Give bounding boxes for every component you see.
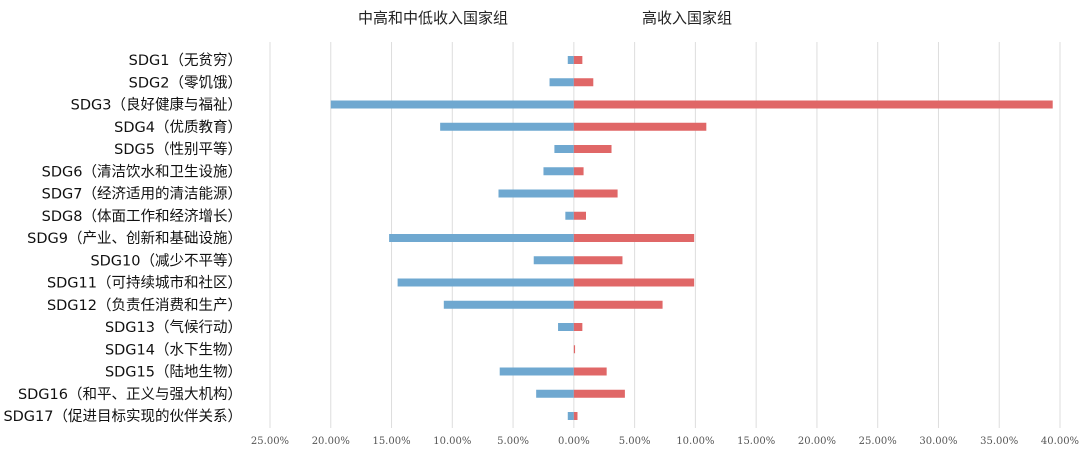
- left-group-bar: [499, 367, 574, 376]
- right-group-bar: [573, 78, 594, 87]
- category-label: SDG15（陆地生物）: [105, 364, 242, 381]
- x-tick-label: 25.00%: [251, 436, 289, 447]
- right-group-bar: [573, 189, 618, 198]
- left-group-bar: [558, 323, 574, 331]
- x-tick-label: 10.00%: [433, 436, 471, 447]
- x-tick-label: 5.00%: [497, 436, 529, 447]
- category-label: SDG5（性别平等）: [114, 140, 242, 158]
- x-tick-label: 0.00%: [558, 436, 590, 447]
- x-tick-label: 15.00%: [372, 436, 410, 447]
- category-label: SDG4（优质教育）: [114, 119, 242, 136]
- x-tick-label: 40.00%: [1041, 436, 1079, 447]
- left-group-bar: [536, 389, 574, 398]
- bars: [330, 56, 1053, 420]
- left-group-bar: [549, 78, 574, 87]
- x-tick-label: 20.00%: [798, 436, 836, 447]
- right-group-label: 高收入国家组: [642, 9, 732, 27]
- left-group-bar: [567, 412, 574, 420]
- left-group-bar: [389, 234, 574, 242]
- right-group-bar: [573, 323, 583, 331]
- category-label: SDG14（水下生物）: [105, 341, 242, 358]
- category-label: SDG17（促进目标实现的伙伴关系）: [3, 408, 242, 425]
- left-group-bar: [567, 56, 574, 64]
- left-group-bar: [533, 256, 574, 265]
- x-tick-label: 35.00%: [980, 436, 1018, 447]
- right-group-bar: [573, 345, 576, 354]
- right-group-bar: [573, 300, 663, 309]
- x-tick-label: 10.00%: [676, 436, 714, 447]
- x-tick-label: 30.00%: [919, 436, 957, 447]
- right-group-bar: [573, 412, 578, 420]
- right-group-bar: [573, 122, 707, 131]
- right-group-bar: [573, 278, 695, 287]
- category-label: SDG11（可持续城市和社区）: [47, 275, 242, 292]
- left-group-bar: [554, 145, 574, 153]
- right-group-bar: [573, 234, 695, 242]
- left-group-bar: [543, 167, 574, 176]
- right-group-bar: [573, 256, 623, 265]
- left-group-bar: [330, 100, 574, 109]
- right-group-bar: [573, 167, 584, 176]
- right-group-bar: [573, 56, 583, 64]
- right-group-bar: [573, 211, 586, 220]
- right-group-bar: [573, 145, 612, 153]
- category-label: SDG12（负责任消费和生产）: [47, 297, 242, 314]
- left-group-bar: [498, 189, 574, 198]
- left-group-bar: [397, 278, 574, 287]
- left-group-label: 中高和中低收入国家组: [358, 9, 508, 27]
- category-label: SDG6（清洁饮水和卫生设施）: [42, 163, 242, 180]
- category-label: SDG10（减少不平等）: [90, 251, 242, 269]
- category-label: SDG16（和平、正义与强大机构）: [18, 386, 242, 403]
- category-label: SDG9（产业、创新和基础设施）: [27, 230, 242, 247]
- right-group-bar: [573, 100, 1053, 109]
- x-tick-label: 20.00%: [312, 436, 350, 447]
- category-labels: SDG1（无贫穷） SDG2（零饥饿） SDG3（良好健康与福祉） SDG4（优质教育…: [3, 52, 242, 425]
- x-tick-label: 25.00%: [859, 436, 897, 447]
- category-label: SDG13（气候行动）: [105, 319, 242, 336]
- left-group-bar: [565, 211, 574, 220]
- right-group-bar: [573, 389, 625, 398]
- right-group-bar: [573, 367, 607, 376]
- category-label: SDG8（体面工作和经济增长）: [42, 208, 242, 225]
- x-axis-tick-labels: 25.00% 20.00% 15.00% 10.00% 5.00% 0.00% 5.00% 1…: [251, 436, 1079, 447]
- category-label: SDG1（无贫穷）: [129, 52, 242, 69]
- x-tick-label: 15.00%: [737, 436, 775, 447]
- category-label: SDG2（零饥饿）: [129, 74, 242, 91]
- left-group-bar: [443, 300, 574, 309]
- category-label: SDG7（经济适用的清洁能源）: [42, 186, 242, 203]
- x-tick-label: 5.00%: [619, 436, 651, 447]
- left-group-bar: [440, 122, 574, 131]
- category-label: SDG3（良好健康与福祉）: [71, 97, 242, 114]
